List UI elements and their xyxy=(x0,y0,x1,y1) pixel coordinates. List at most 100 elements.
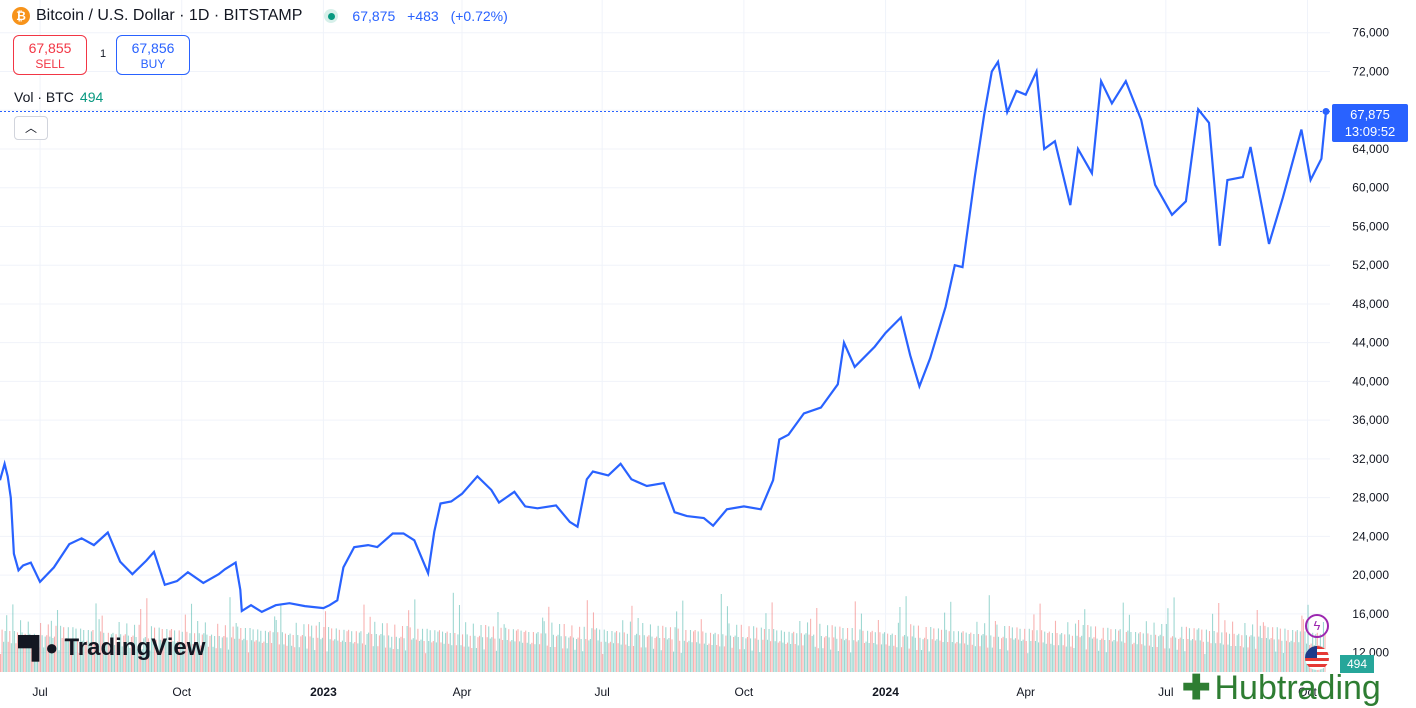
volume-bar xyxy=(23,644,25,672)
volume-bar xyxy=(1262,622,1264,672)
volume-bar xyxy=(654,638,656,672)
volume-bar xyxy=(425,653,427,672)
volume-bar xyxy=(275,620,277,672)
sell-button[interactable]: 67,855 SELL xyxy=(13,35,87,75)
volume-bar xyxy=(454,633,456,672)
volume-bar xyxy=(1285,640,1288,672)
volume-bar xyxy=(489,638,491,672)
volume-bar xyxy=(130,637,132,672)
volume-bar xyxy=(997,636,1000,672)
volume-bar xyxy=(480,625,482,672)
volume-bar xyxy=(876,644,878,672)
volume-bar xyxy=(924,637,926,672)
volume-bar xyxy=(1269,639,1271,672)
volume-bar xyxy=(1007,650,1009,672)
us-flag-icon[interactable] xyxy=(1305,646,1329,670)
volume-bar xyxy=(257,629,259,672)
volume-bar xyxy=(486,637,488,672)
volume-bar xyxy=(1027,653,1029,672)
volume-bar xyxy=(981,635,983,672)
volume-bar xyxy=(620,644,622,672)
volume-bar xyxy=(411,639,413,672)
volume-bar xyxy=(987,647,989,672)
volume-bar xyxy=(645,647,647,672)
volume-bar xyxy=(1,629,3,672)
volume-bar xyxy=(1116,641,1118,672)
x-tick-label: Jul xyxy=(594,685,609,699)
volume-bar xyxy=(586,600,588,672)
volume-bar xyxy=(1070,646,1072,672)
volume-bar xyxy=(934,640,936,672)
volume-bar xyxy=(1130,632,1132,672)
volume-bar xyxy=(834,626,836,672)
volume-bar xyxy=(1141,644,1143,672)
volume-bar xyxy=(575,639,578,672)
volume-bar xyxy=(141,649,143,672)
volume-bar xyxy=(913,625,915,672)
volume-bar xyxy=(542,617,544,672)
volume-bar xyxy=(580,639,582,672)
volume-bar xyxy=(691,642,693,672)
lightning-icon[interactable]: ϟ xyxy=(1305,614,1329,638)
volume-bar xyxy=(167,641,169,672)
volume-bar xyxy=(18,644,20,672)
volume-bar xyxy=(75,628,77,672)
volume-bar xyxy=(539,644,541,672)
volume-bar xyxy=(20,620,22,672)
x-tick-label: Oct xyxy=(735,685,754,699)
volume-bar xyxy=(656,636,658,672)
volume-bar xyxy=(920,650,923,672)
volume-bar xyxy=(1133,642,1135,672)
chevron-up-icon: ︿ xyxy=(24,121,37,135)
y-tick-label: 16,000 xyxy=(1352,607,1389,621)
volume-bar xyxy=(1292,630,1294,672)
volume-bar xyxy=(180,642,182,672)
volume-bar xyxy=(1139,632,1141,672)
volume-bar xyxy=(689,630,692,672)
volume-bar xyxy=(385,647,387,672)
tradingview-logo[interactable]: ▀▌● TradingView xyxy=(18,634,205,662)
volume-bar xyxy=(714,632,716,672)
volume-legend[interactable]: Vol · BTC 494 xyxy=(14,89,103,105)
volume-bar xyxy=(817,648,819,672)
volume-bar xyxy=(443,643,445,672)
volume-bar xyxy=(16,632,19,672)
y-tick-label: 56,000 xyxy=(1352,219,1389,233)
volume-bar xyxy=(814,646,816,672)
volume-bar xyxy=(873,643,875,672)
collapse-legend-button[interactable]: ︿ xyxy=(14,116,48,140)
volume-bar xyxy=(247,652,250,672)
volume-bar xyxy=(1304,631,1306,672)
volume-bar xyxy=(905,596,907,672)
volume-bar xyxy=(121,646,123,672)
volume-bar xyxy=(1036,630,1038,672)
volume-bar xyxy=(679,640,681,672)
volume-bar xyxy=(565,636,567,672)
volume-bar xyxy=(395,636,397,672)
buy-button[interactable]: 67,856 BUY xyxy=(116,35,190,75)
volume-bar xyxy=(120,634,122,672)
volume-bar xyxy=(458,605,461,672)
volume-bar xyxy=(194,633,196,672)
symbol-title[interactable]: Bitcoin / U.S. Dollar · 1D · BITSTAMP xyxy=(36,7,303,24)
x-tick-label: 2024 xyxy=(872,685,899,699)
volume-bar xyxy=(1253,636,1255,672)
volume-bar xyxy=(877,620,879,672)
volume-bar xyxy=(1162,636,1164,672)
volume-bar xyxy=(870,632,872,672)
volume-bar xyxy=(940,629,943,672)
x-tick-label: 2023 xyxy=(310,685,337,699)
volume-bar xyxy=(599,629,601,672)
volume-bar xyxy=(1050,643,1052,672)
volume-bar xyxy=(235,623,237,672)
volume-bar xyxy=(323,627,325,672)
volume-bar xyxy=(991,647,993,672)
volume-bar xyxy=(559,624,561,672)
volume-bar xyxy=(1011,627,1013,672)
volume-bar xyxy=(426,628,428,672)
volume-bar xyxy=(622,620,624,672)
volume-bar xyxy=(110,634,112,672)
volume-bar xyxy=(334,639,336,672)
y-tick-label: 24,000 xyxy=(1352,529,1389,543)
